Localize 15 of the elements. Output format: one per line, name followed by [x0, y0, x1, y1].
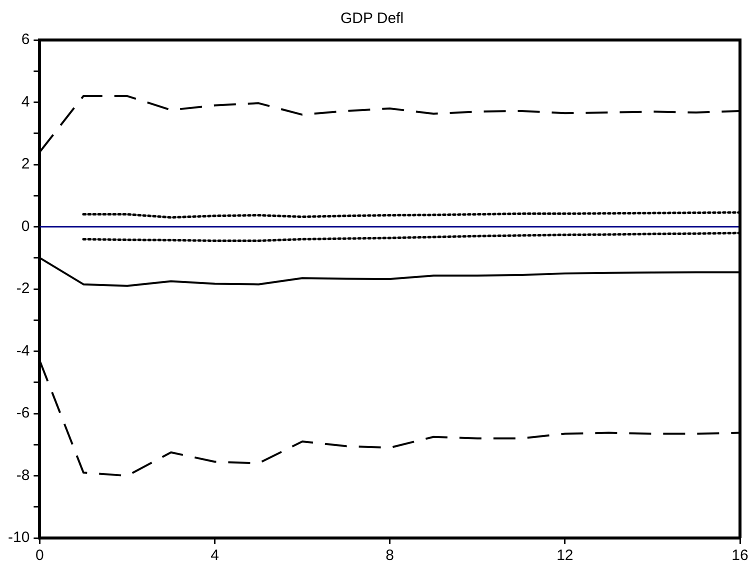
x-tick-label: 0: [36, 547, 44, 564]
y-tick-label: 0: [21, 218, 30, 235]
x-tick-label: 12: [556, 547, 574, 564]
y-tick-label: 4: [21, 93, 30, 110]
x-tick-label: 8: [386, 547, 394, 564]
chart-title: GDP Defl: [340, 10, 404, 28]
y-tick-label: -4: [16, 342, 30, 360]
x-tick-label: 4: [210, 547, 219, 564]
y-tick-label: -6: [16, 404, 30, 422]
y-tick-label: -2: [16, 280, 30, 298]
y-tick-label: -8: [16, 466, 30, 484]
y-tick-label: 6: [21, 31, 30, 48]
x-tick-label: 16: [732, 547, 748, 564]
y-tick-label: 2: [21, 156, 30, 173]
y-tick-label: -10: [8, 529, 30, 546]
